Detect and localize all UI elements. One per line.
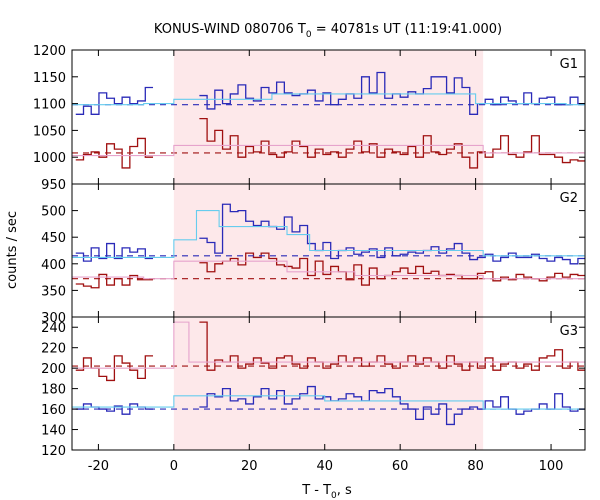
y-tick-label: 120 [41, 444, 66, 459]
g2-red-fit [72, 260, 585, 280]
panel-g1: 950 1000 1050 1100 1150 1200 G1 [33, 44, 586, 193]
g1-red-fit [72, 144, 585, 157]
panel-g3: 120 140 160 180 200 220 240 -20 0 20 40 60 80 100 G3 [41, 316, 586, 474]
panel-label: G3 [560, 324, 578, 339]
y-tick-label: 450 [41, 231, 66, 246]
g1-red-histogram [75, 117, 585, 169]
x-tick-label: 100 [539, 459, 564, 474]
x-tick-label: 20 [241, 459, 258, 474]
y-tick-label: 1000 [33, 151, 66, 166]
panels-group: 95010001050110011501200G1300350400450500… [33, 44, 586, 474]
panel-frame [71, 316, 586, 451]
x-tick-label: -20 [88, 459, 109, 474]
y-tick-label: 950 [41, 178, 66, 193]
x-tick-label: 80 [467, 459, 484, 474]
y-tick-label: 140 [41, 424, 66, 439]
g1-blue-fit [72, 93, 585, 106]
g3-blue-fit [72, 395, 585, 410]
y-tick-label: 200 [41, 362, 66, 377]
y-tick-label: 500 [41, 205, 66, 220]
y-tick-label: 400 [41, 258, 66, 273]
y-tick-label: 180 [41, 383, 66, 398]
y-axis-label: counts / sec [5, 211, 20, 289]
x-tick-label: 60 [392, 459, 409, 474]
chart-title: KONUS-WIND 080706 T0 = 40781s UT (11:19:… [154, 22, 502, 40]
panel-label: G2 [560, 191, 578, 206]
y-tick-label: 240 [41, 321, 66, 336]
y-tick-label: 1050 [33, 124, 66, 139]
y-tick-label: 350 [41, 284, 66, 299]
x-tick-label: 0 [170, 459, 178, 474]
panel-g2: 300 350 400 450 500 G2 [41, 183, 586, 326]
y-tick-label: 300 [41, 311, 66, 326]
x-tick-label: 40 [316, 459, 333, 474]
g2-blue-fit [72, 210, 585, 258]
y-tick-label: 1150 [33, 71, 66, 86]
highlight-interval [173, 50, 484, 184]
x-axis-label: T - T0, s [301, 483, 352, 500]
y-tick-label: 1200 [33, 44, 66, 59]
y-tick-label: 1100 [33, 98, 66, 113]
y-tick-label: 160 [41, 403, 66, 418]
y-tick-label: 220 [41, 342, 66, 357]
highlight-interval [173, 317, 484, 450]
panel-label: G1 [560, 57, 578, 72]
g3-red-fit [72, 321, 585, 369]
